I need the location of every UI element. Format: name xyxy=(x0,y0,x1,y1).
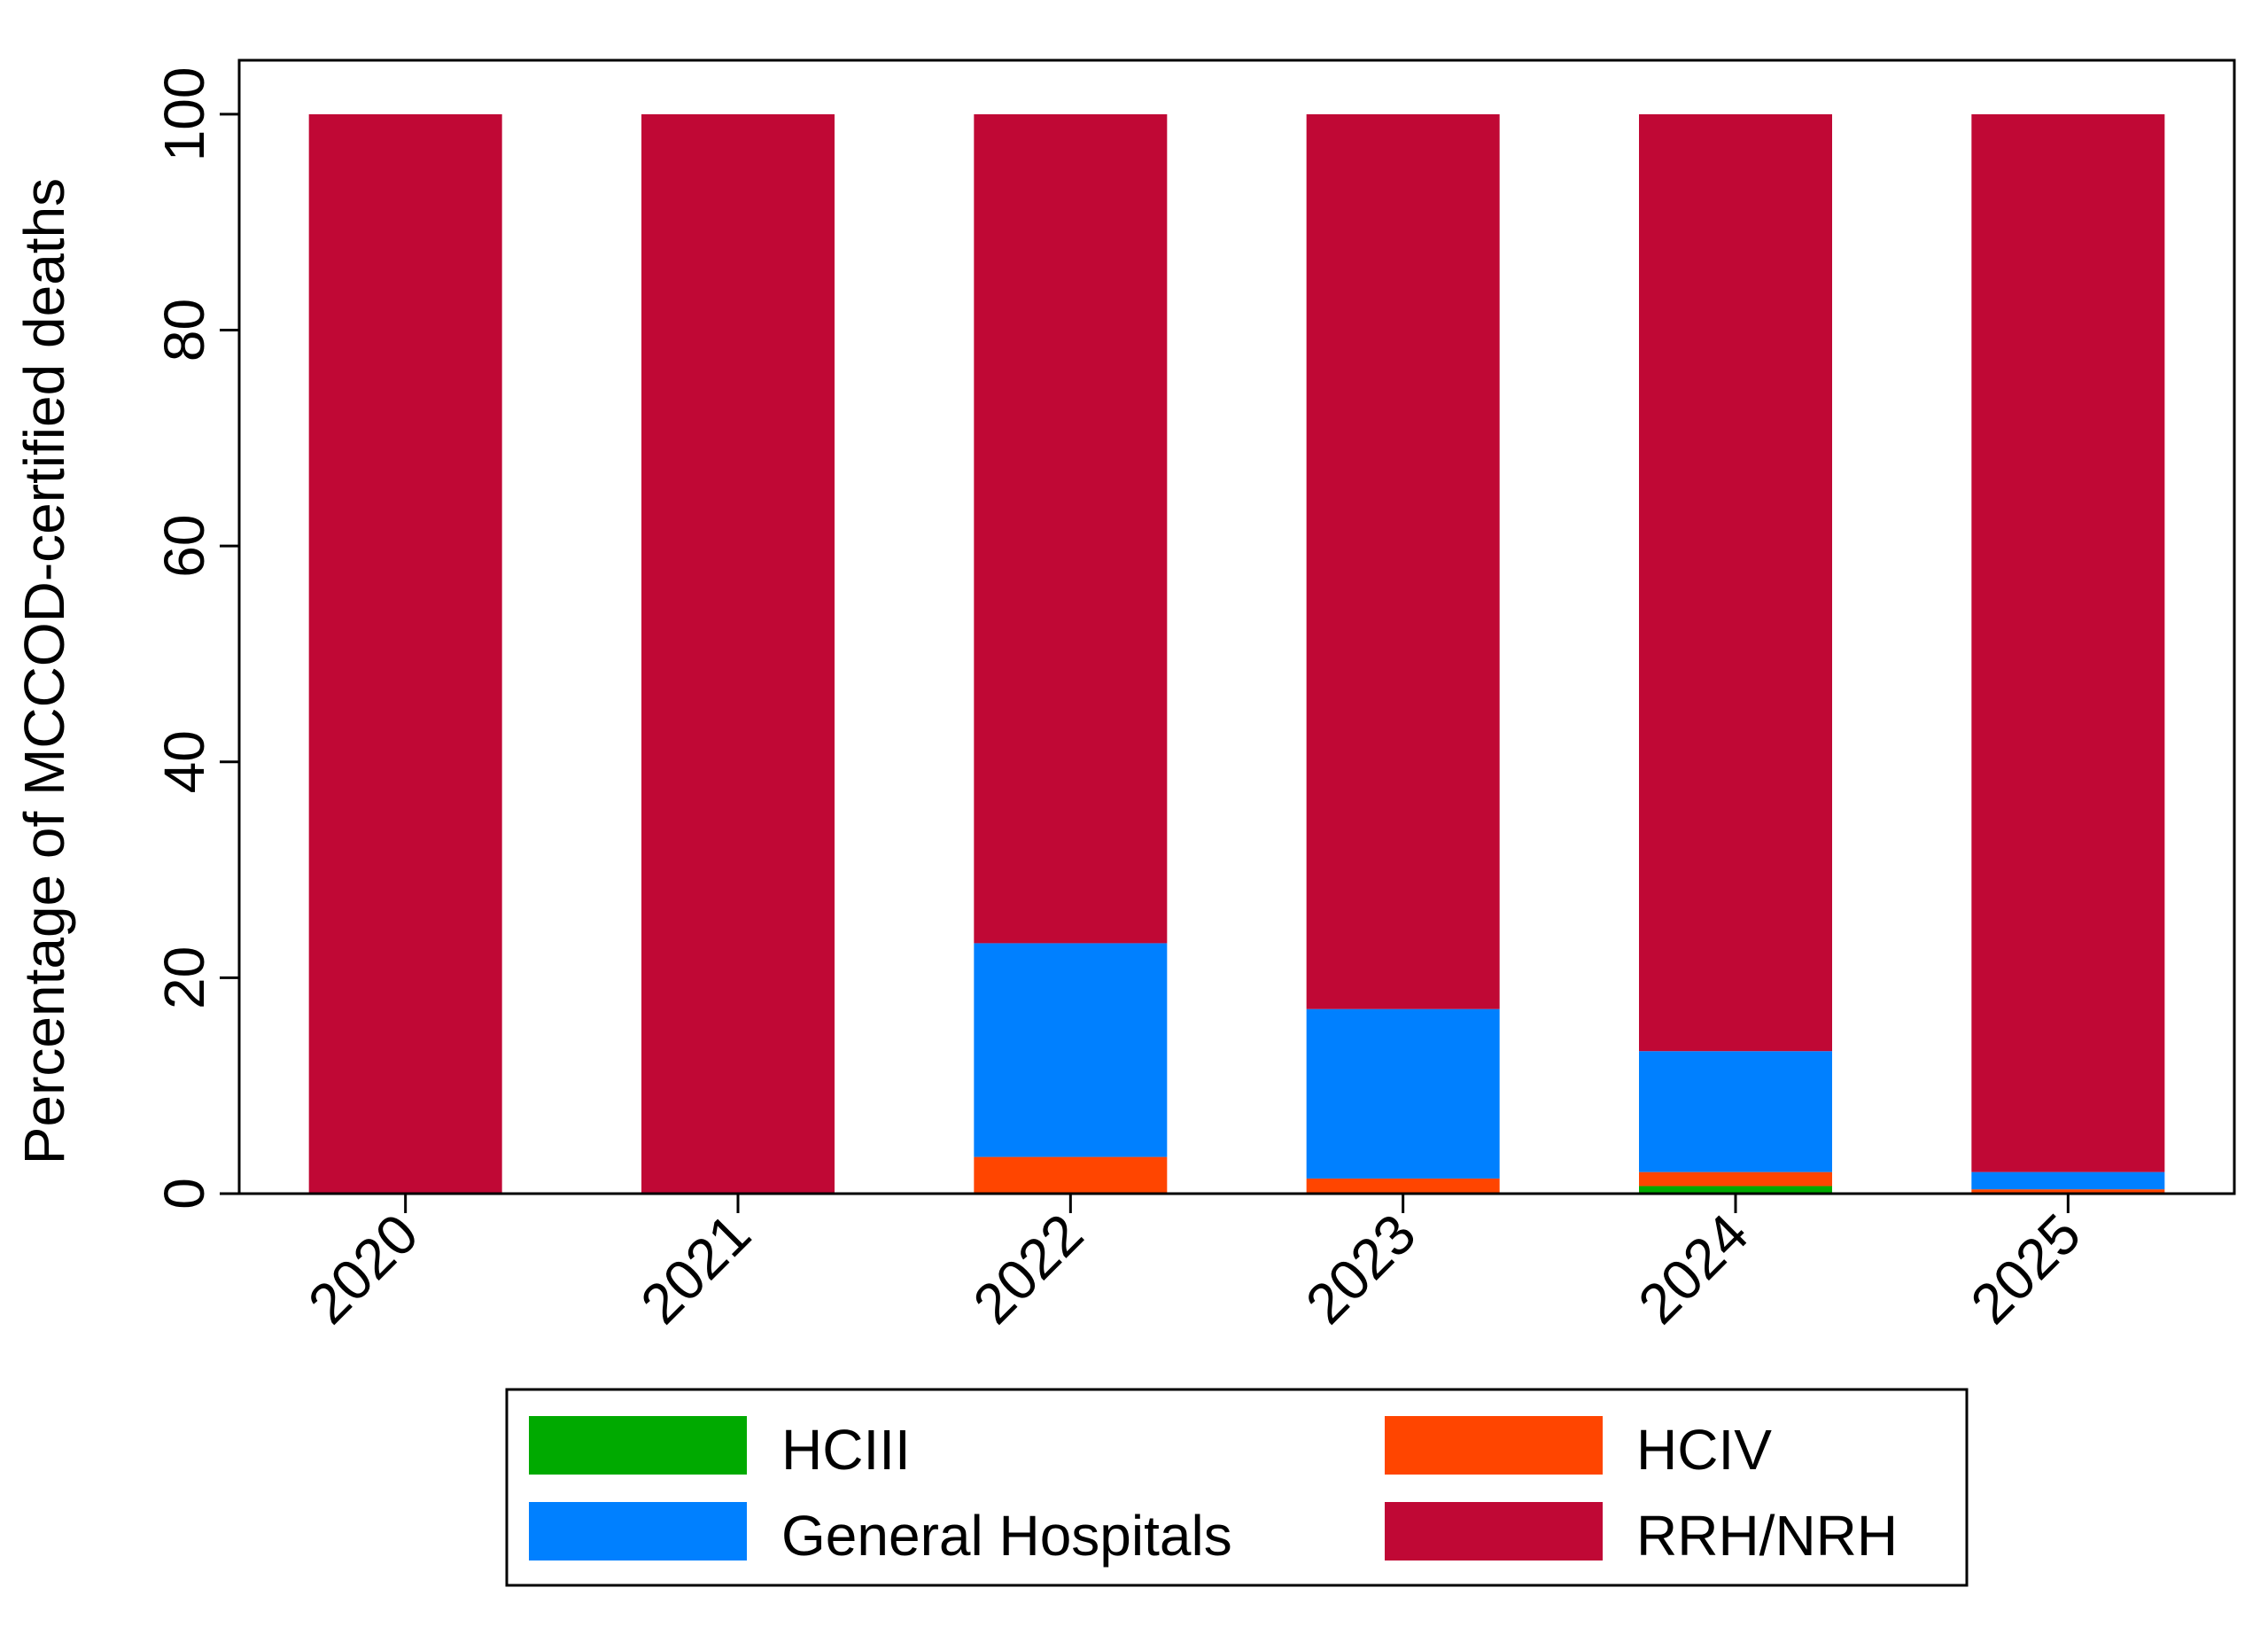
legend: HCIII HCIV General Hospitals RRH/NRH xyxy=(505,1388,1969,1587)
bar-segment xyxy=(1639,1171,1832,1187)
y-axis: 0 20 40 60 80 100 xyxy=(152,67,239,1210)
x-tick-label: 2025 xyxy=(1959,1202,2093,1336)
x-tick-label: 2023 xyxy=(1293,1202,1428,1336)
y-tick-label: 80 xyxy=(152,299,216,362)
bar-segment xyxy=(1971,113,2165,1172)
bar-segment xyxy=(1306,113,1500,1009)
legend-swatch xyxy=(1385,1416,1603,1475)
y-tick-label: 20 xyxy=(152,946,216,1009)
y-tick-label: 0 xyxy=(152,1178,216,1210)
bar-segment xyxy=(1306,1178,1500,1194)
y-tick-label: 100 xyxy=(152,67,216,162)
y-tick-label: 40 xyxy=(152,730,216,793)
bar-segment xyxy=(1639,1186,1832,1194)
legend-label: HCIII xyxy=(781,1418,911,1482)
x-tick-label: 2024 xyxy=(1626,1202,1760,1336)
x-tick-label: 2021 xyxy=(628,1202,763,1336)
legend-swatch xyxy=(1385,1502,1603,1560)
bar-segment xyxy=(308,113,502,1194)
bar-segment xyxy=(1639,113,1832,1052)
legend-swatch xyxy=(529,1416,747,1475)
bar-segment xyxy=(974,943,1168,1157)
bar-segment xyxy=(1306,1008,1500,1179)
x-tick-label: 2022 xyxy=(961,1202,1096,1336)
legend-label: RRH/NRH xyxy=(1636,1504,1898,1568)
x-axis: 2020 2021 2022 2023 2024 2025 xyxy=(296,1194,2093,1336)
y-tick-label: 60 xyxy=(152,515,216,578)
legend-swatch xyxy=(529,1502,747,1560)
bar-segment xyxy=(1971,1189,2165,1194)
legend-label: General Hospitals xyxy=(781,1504,1232,1568)
bar-segment xyxy=(641,113,835,1194)
bar-segment xyxy=(1971,1171,2165,1190)
bar-segment xyxy=(974,1156,1168,1194)
x-tick-label: 2020 xyxy=(296,1202,431,1336)
bar-segment xyxy=(974,113,1168,944)
bars-group xyxy=(308,113,2165,1194)
y-axis-title: Percentage of MCCOD-certified deaths xyxy=(12,178,76,1164)
bar-segment xyxy=(1639,1051,1832,1172)
plot-frame xyxy=(237,58,2236,1195)
legend-label: HCIV xyxy=(1636,1418,1772,1482)
legend-box xyxy=(505,1388,1969,1587)
